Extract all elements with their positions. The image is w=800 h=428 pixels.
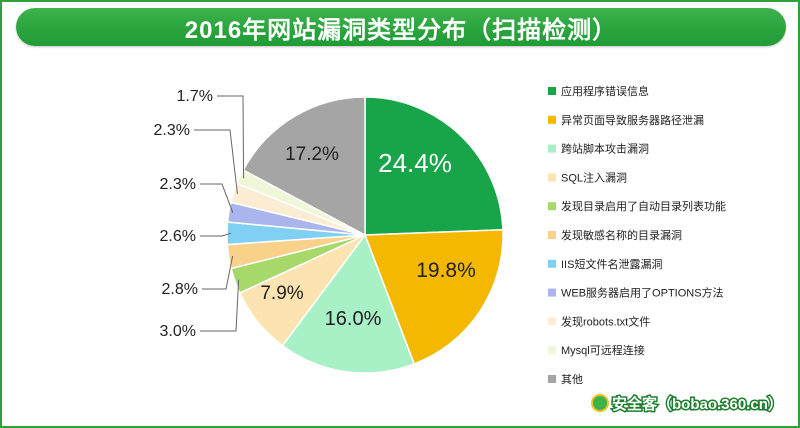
- legend-label: 发现敏感名称的目录漏洞: [561, 228, 682, 242]
- watermark: 安全客（bobao.360.cn）: [612, 395, 783, 413]
- legend-label: WEB服务器启用了OPTIONS方法: [561, 286, 724, 300]
- slice-label: 2.3%: [154, 122, 190, 139]
- leader-line: [200, 183, 234, 213]
- watermark-logo-icon: [591, 394, 609, 412]
- slice-label: 2.6%: [160, 228, 196, 245]
- slice-label: 24.4%: [378, 148, 452, 178]
- legend-swatch: [548, 173, 556, 182]
- slice-label: 3.0%: [160, 323, 196, 340]
- legend-swatch: [548, 115, 556, 124]
- legend-label: 异常页面导致服务器路径泄漏: [561, 113, 704, 127]
- pie-slice: [364, 96, 504, 236]
- slice-label: 17.2%: [285, 144, 339, 165]
- legend-label: 跨站脚本攻击漏洞: [561, 142, 649, 156]
- legend-swatch: [548, 259, 556, 268]
- legend-swatch: [548, 231, 556, 239]
- leader-line: [194, 129, 238, 195]
- legend-swatch: [548, 346, 556, 355]
- leader-line: [200, 232, 232, 237]
- legend-label: Mysql可远程连接: [561, 344, 645, 357]
- pie-slice: [363, 229, 504, 365]
- slice-label: 16.0%: [325, 308, 382, 330]
- leader-line: [217, 95, 245, 179]
- legend-swatch: [548, 288, 556, 297]
- legend-swatch: [548, 144, 556, 153]
- leader-line: [202, 255, 234, 290]
- slice-label: 19.8%: [416, 259, 476, 282]
- legend-label: SQL注入漏洞: [561, 170, 627, 184]
- legend-label: IIS短文件名泄露漏洞: [561, 257, 662, 271]
- slice-label: 2.3%: [160, 176, 196, 193]
- leader-line: [200, 279, 240, 332]
- legend-label: 发现目录启用了自动目录列表功能: [561, 199, 726, 213]
- legend-swatch: [548, 202, 556, 211]
- legend-label: 应用程序错误信息: [561, 84, 649, 98]
- legend-swatch: [548, 375, 556, 383]
- pie-slice: [242, 96, 366, 237]
- pie-slice: [281, 233, 416, 374]
- legend-label: 其他: [561, 373, 583, 386]
- legend-swatch: [548, 317, 556, 326]
- slice-label: 2.8%: [162, 281, 198, 298]
- legend-label: 发现robots.txt文件: [561, 314, 650, 328]
- slice-label: 7.9%: [260, 283, 303, 304]
- slice-label: 1.7%: [177, 88, 213, 105]
- chart-title: 2016年网站漏洞类型分布（扫描检测）: [16, 8, 786, 46]
- legend-swatch: [548, 87, 556, 95]
